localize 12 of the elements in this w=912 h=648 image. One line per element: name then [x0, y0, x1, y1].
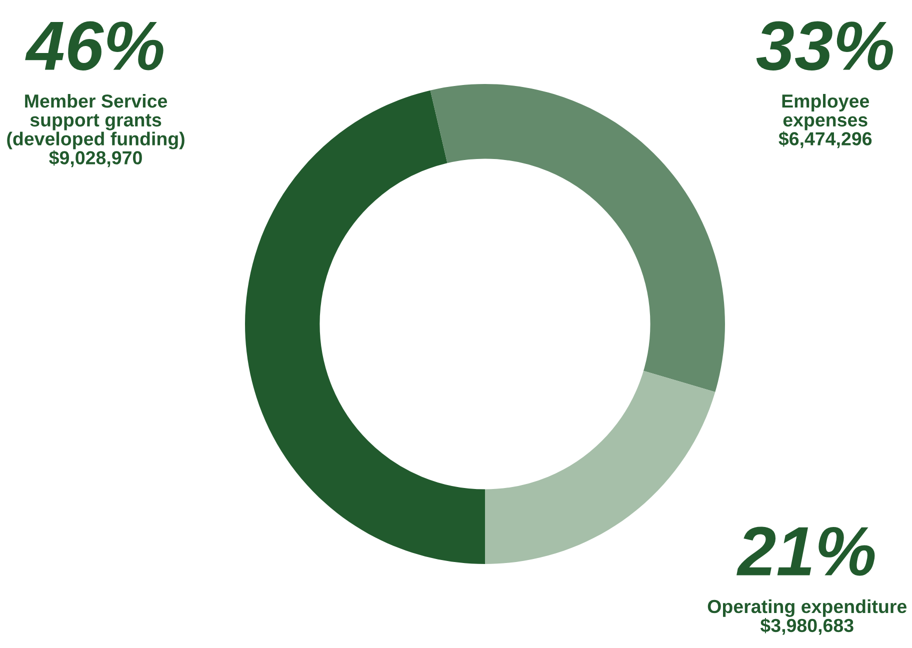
donut-slice — [485, 370, 716, 564]
donut-slice — [245, 90, 485, 564]
slice-label: Member Service support grants (developed funding) — [7, 94, 184, 150]
text: 33% — [756, 21, 893, 70]
slice-label: Operating expenditure — [708, 599, 907, 617]
donut-slice — [430, 84, 725, 392]
text: 46% — [25, 21, 164, 70]
data-label: $9,028,970 — [49, 150, 142, 168]
data-label: $3,980,683 — [760, 618, 854, 635]
text: 21% — [736, 526, 875, 576]
data-label: $6,474,296 — [778, 131, 872, 148]
slice-label: Employee expenses — [782, 94, 870, 130]
